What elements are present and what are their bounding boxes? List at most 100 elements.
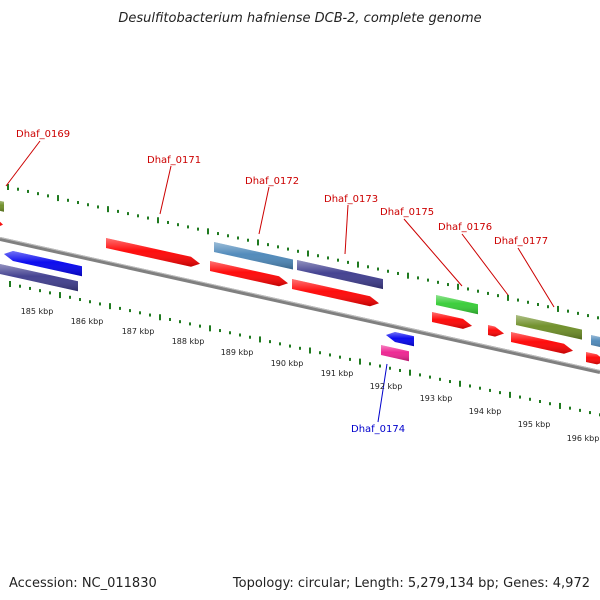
upper-tick (17, 187, 19, 191)
lower-tick (229, 331, 231, 335)
upper-tick (317, 254, 319, 258)
upper-tick (117, 209, 119, 213)
gene-arrow-shading (432, 312, 472, 329)
upper-tick (577, 311, 579, 315)
lower-tick (509, 391, 511, 398)
upper-tick (537, 303, 539, 307)
lower-tick (329, 353, 331, 357)
lower-tick (549, 402, 551, 406)
gene-arrow-shading (591, 335, 600, 347)
gene-label-dhaf-0172[interactable]: Dhaf_0172 (245, 176, 299, 187)
lower-tick (429, 375, 431, 379)
lower-tick (539, 400, 541, 404)
lower-tick (99, 302, 101, 306)
upper-tick (277, 245, 279, 249)
kbp-label: 193 kbp (420, 394, 453, 403)
kbp-label: 187 kbp (122, 327, 155, 336)
upper-tick (587, 314, 589, 318)
kbp-label: 186 kbp (71, 317, 104, 326)
lower-tick (339, 355, 341, 359)
lower-tick (359, 358, 361, 365)
gene-arrow-shading (386, 332, 414, 347)
upper-tick (437, 280, 439, 284)
upper-tick (307, 250, 309, 257)
leader-line (461, 233, 509, 296)
gene-label-dhaf-0171[interactable]: Dhaf_0171 (147, 155, 201, 166)
upper-tick (7, 184, 9, 190)
upper-tick (167, 220, 169, 224)
gene-label-dhaf-0175[interactable]: Dhaf_0175 (380, 207, 434, 218)
lower-tick (419, 373, 421, 377)
kbp-label: 192 kbp (370, 382, 403, 391)
kbp-label: 195 kbp (518, 420, 551, 429)
gene-arrow-dhaf-0176-shading (488, 325, 504, 337)
gene-arrow-shading (511, 332, 573, 354)
lower-tick (289, 344, 291, 348)
upper-tick (547, 305, 549, 309)
lower-tick (349, 357, 351, 361)
upper-tick (227, 234, 229, 238)
lower-tick (199, 324, 201, 328)
leader-line (517, 247, 555, 308)
gene-arrow-shading (4, 251, 82, 277)
lower-tick (249, 335, 251, 339)
lower-tick (299, 346, 301, 350)
gene-arrow-dhaf-0171-shading (106, 238, 200, 267)
upper-tick (77, 201, 79, 205)
lower-tick (59, 292, 61, 299)
upper-tick (357, 261, 359, 268)
upper-tick (207, 228, 209, 235)
upper-tick (37, 192, 39, 196)
lower-tick (589, 411, 591, 415)
leader-line (5, 140, 41, 187)
lower-tick (499, 391, 501, 395)
upper-tick (407, 272, 409, 279)
upper-tick (377, 267, 379, 271)
gene-arrow-dhaf-0169-shading (0, 200, 4, 212)
gene-arrow-dhaf-0173-shading (297, 260, 383, 290)
lower-tick (269, 340, 271, 344)
upper-tick (327, 256, 329, 260)
gene-label-dhaf-0169[interactable]: Dhaf_0169 (16, 129, 70, 140)
gene-label-dhaf-0176[interactable]: Dhaf_0176 (438, 222, 492, 233)
upper-tick (187, 225, 189, 229)
gene-arrow-shading (586, 352, 600, 365)
gene-label-dhaf-0177[interactable]: Dhaf_0177 (494, 236, 548, 247)
upper-tick (427, 278, 429, 282)
upper-tick (137, 214, 139, 218)
lower-tick (69, 295, 71, 299)
lower-tick (279, 342, 281, 346)
upper-tick (367, 265, 369, 269)
upper-tick (127, 212, 129, 216)
lower-tick (469, 384, 471, 388)
upper-tick (107, 206, 109, 213)
lower-tick (9, 281, 11, 287)
lower-tick (129, 309, 131, 313)
gene-arrow-shading (0, 264, 78, 292)
gene-label-dhaf-0173[interactable]: Dhaf_0173 (324, 194, 378, 205)
lower-tick (19, 284, 21, 288)
upper-tick (157, 217, 159, 224)
kbp-label: 185 kbp (21, 307, 54, 316)
upper-tick (287, 247, 289, 251)
kbp-label: 191 kbp (321, 369, 354, 378)
upper-tick (97, 205, 99, 209)
gene-label-dhaf-0174[interactable]: Dhaf_0174 (351, 424, 405, 435)
lower-tick (159, 314, 161, 321)
gene-arrow-dhaf-0177-shading (516, 315, 582, 340)
genome-title: Desulfitobacterium hafniense DCB-2, comp… (118, 11, 481, 26)
upper-tick (47, 194, 49, 198)
lower-tick (389, 366, 391, 370)
upper-tick (267, 243, 269, 247)
topology-text: Topology: circular; Length: 5,279,134 bp… (232, 576, 590, 591)
lower-tick (259, 336, 261, 343)
lower-tick (39, 289, 41, 293)
lower-tick (439, 377, 441, 381)
upper-tick (557, 305, 559, 312)
lower-tick (369, 362, 371, 366)
upper-tick (477, 289, 479, 293)
leader-line (377, 363, 388, 423)
upper-tick (297, 249, 299, 253)
upper-tick (147, 216, 149, 220)
